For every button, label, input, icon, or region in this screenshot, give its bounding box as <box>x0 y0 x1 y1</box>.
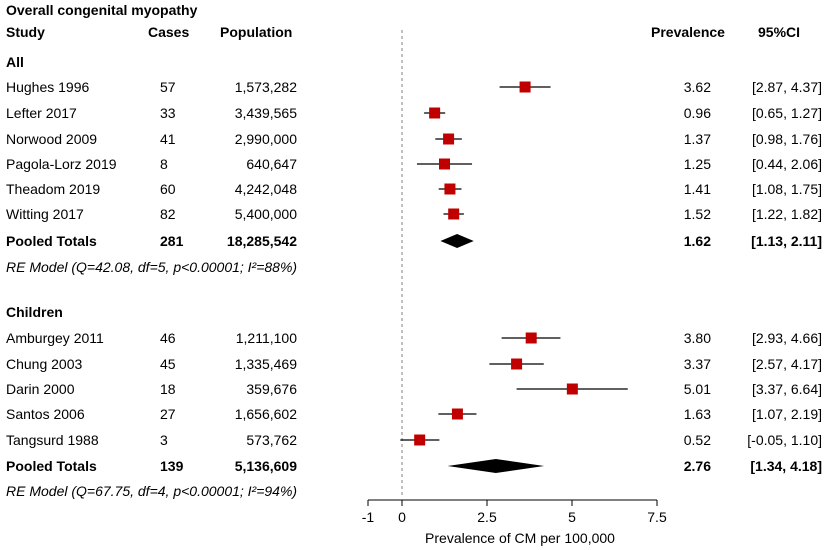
cases-value: 18 <box>160 381 176 397</box>
model-summary: RE Model (Q=67.75, df=4, p<0.00001; I²=9… <box>6 483 298 499</box>
prevalence-value: 3.62 <box>683 79 711 95</box>
header-prevalence: Prevalence <box>651 24 725 40</box>
prevalence-value: 1.37 <box>683 131 711 147</box>
ci-value: [2.87, 4.37] <box>751 79 822 95</box>
cases-value: 60 <box>160 181 176 197</box>
cases-value: 8 <box>160 156 168 172</box>
population-value: 4,242,048 <box>234 181 297 197</box>
study-name: Santos 2006 <box>6 406 85 422</box>
study-name: Pagola-Lorz 2019 <box>6 156 117 172</box>
estimate-marker <box>525 332 537 344</box>
population-value: 359,676 <box>246 381 297 397</box>
prevalence-value: 1.41 <box>683 181 711 197</box>
prevalence-value: 0.52 <box>683 432 711 448</box>
cases-value: 57 <box>160 79 176 95</box>
header-cases: Cases <box>148 24 190 40</box>
x-tick-label: 0 <box>398 509 406 525</box>
pooled-label: Pooled Totals <box>6 233 97 249</box>
study-name: Chung 2003 <box>6 356 83 372</box>
prevalence-value: 5.01 <box>683 381 711 397</box>
estimate-marker <box>448 208 460 220</box>
ci-value: [2.57, 4.17] <box>751 356 822 372</box>
study-name: Darin 2000 <box>6 381 75 397</box>
ci-value: [-0.05, 1.10] <box>747 432 822 448</box>
estimate-marker <box>451 408 463 420</box>
x-axis-title: Prevalence of CM per 100,000 <box>425 530 615 546</box>
estimate-marker <box>443 133 455 145</box>
x-tick-label: -1 <box>362 509 375 525</box>
estimate-marker <box>519 81 531 93</box>
population-value: 5,400,000 <box>234 206 297 222</box>
population-value: 1,211,100 <box>235 330 297 346</box>
ci-value: [3.37, 6.64] <box>751 381 822 397</box>
pooled-prevalence: 1.62 <box>683 233 711 249</box>
pooled-ci: [1.13, 2.11] <box>751 233 822 249</box>
x-tick-label: 7.5 <box>647 509 667 525</box>
ci-value: [2.93, 4.66] <box>751 330 822 346</box>
prevalence-value: 1.63 <box>683 406 711 422</box>
prevalence-value: 3.80 <box>683 330 711 346</box>
population-value: 1,573,282 <box>234 79 297 95</box>
ci-value: [1.08, 1.75] <box>751 181 822 197</box>
header-population: Population <box>220 24 293 40</box>
pooled-prevalence: 2.76 <box>683 458 711 474</box>
pooled-diamond <box>440 234 474 248</box>
ci-value: [0.44, 2.06] <box>751 156 822 172</box>
estimate-marker <box>444 183 456 195</box>
study-name: Tangsurd 1988 <box>6 432 99 448</box>
prevalence-value: 3.37 <box>683 356 711 372</box>
x-tick-label: 2.5 <box>477 509 497 525</box>
study-name: Norwood 2009 <box>6 131 98 147</box>
cases-value: 82 <box>160 206 176 222</box>
study-name: Witting 2017 <box>6 206 84 222</box>
cases-value: 45 <box>160 356 176 372</box>
population-value: 2,990,000 <box>234 131 297 147</box>
header-ci: 95%CI <box>758 24 801 40</box>
pooled-ci: [1.34, 4.18] <box>750 458 822 474</box>
study-name: Lefter 2017 <box>6 105 77 121</box>
prevalence-value: 0.96 <box>683 105 711 121</box>
study-name: Amburgey 2011 <box>6 330 104 346</box>
group-label-children: Children <box>6 304 63 320</box>
group-label-all: All <box>6 54 24 70</box>
pooled-cases: 139 <box>160 458 184 474</box>
cases-value: 46 <box>160 330 176 346</box>
pooled-label: Pooled Totals <box>6 458 97 474</box>
ci-value: [1.07, 2.19] <box>751 406 822 422</box>
x-tick-label: 5 <box>568 509 576 525</box>
pooled-cases: 281 <box>160 233 184 249</box>
header-study: Study <box>6 24 45 40</box>
prevalence-value: 1.52 <box>683 206 711 222</box>
study-name: Hughes 1996 <box>6 79 90 95</box>
population-value: 1,335,469 <box>234 356 297 372</box>
population-value: 573,762 <box>246 432 297 448</box>
pooled-population: 5,136,609 <box>234 458 297 474</box>
estimate-marker <box>566 383 578 395</box>
estimate-marker <box>414 434 426 446</box>
estimate-marker <box>429 107 441 119</box>
ci-value: [0.98, 1.76] <box>751 131 822 147</box>
population-value: 640,647 <box>246 156 297 172</box>
model-summary: RE Model (Q=42.08, df=5, p<0.00001; I²=8… <box>6 259 298 275</box>
ci-value: [1.22, 1.82] <box>751 206 822 222</box>
pooled-diamond <box>447 459 545 473</box>
chart-title: Overall congenital myopathy <box>6 2 198 18</box>
study-name: Theadom 2019 <box>6 181 101 197</box>
population-value: 1,656,602 <box>234 406 297 422</box>
cases-value: 41 <box>160 131 176 147</box>
estimate-marker <box>511 358 523 370</box>
prevalence-value: 1.25 <box>683 156 711 172</box>
cases-value: 3 <box>160 432 168 448</box>
estimate-marker <box>439 158 450 170</box>
cases-value: 27 <box>160 406 176 422</box>
ci-value: [0.65, 1.27] <box>751 105 822 121</box>
pooled-population: 18,285,542 <box>226 233 297 249</box>
population-value: 3,439,565 <box>234 105 297 121</box>
cases-value: 33 <box>160 105 176 121</box>
